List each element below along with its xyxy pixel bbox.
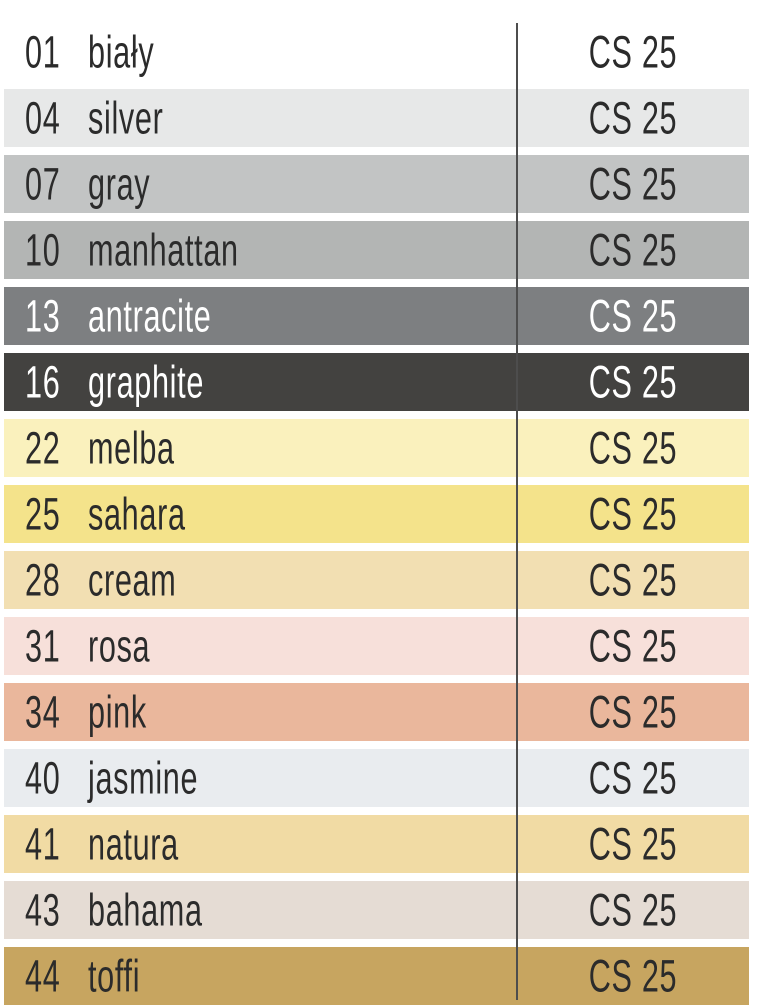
color-row: 07 gray CS 25 (4, 155, 749, 213)
color-row: 31 rosa CS 25 (4, 617, 749, 675)
collection-label: CS 25 (588, 554, 678, 606)
color-code: 01 (25, 26, 61, 78)
collection-label: CS 25 (588, 356, 678, 408)
color-name: silver (88, 92, 164, 144)
color-code: 25 (25, 488, 61, 540)
color-name: rosa (88, 620, 151, 672)
color-name: antracite (88, 290, 212, 342)
color-row: 01 biały CS 25 (4, 23, 749, 81)
collection-label: CS 25 (588, 884, 678, 936)
color-code: 22 (25, 422, 61, 474)
color-code: 40 (25, 752, 61, 804)
collection-label: CS 25 (588, 92, 678, 144)
color-name: manhattan (88, 224, 239, 276)
color-name: jasmine (88, 752, 199, 804)
color-row: 28 cream CS 25 (4, 551, 749, 609)
color-code: 13 (25, 290, 61, 342)
collection-label: CS 25 (588, 818, 678, 870)
color-row: 16 graphite CS 25 (4, 353, 749, 411)
color-name: graphite (88, 356, 205, 408)
color-name: gray (88, 158, 151, 210)
color-row: 34 pink CS 25 (4, 683, 749, 741)
color-code: 31 (25, 620, 61, 672)
color-name: sahara (88, 488, 186, 540)
color-row: 43 bahama CS 25 (4, 881, 749, 939)
collection-label: CS 25 (588, 620, 678, 672)
color-code: 16 (25, 356, 61, 408)
color-name: pink (88, 686, 147, 738)
color-name: melba (88, 422, 175, 474)
color-row: 25 sahara CS 25 (4, 485, 749, 543)
color-code: 41 (25, 818, 61, 870)
collection-label: CS 25 (588, 158, 678, 210)
column-divider (516, 23, 518, 1000)
color-code: 28 (25, 554, 61, 606)
color-name: bahama (88, 884, 203, 936)
color-code: 07 (25, 158, 61, 210)
color-code: 44 (25, 950, 61, 1002)
collection-label: CS 25 (588, 686, 678, 738)
color-name: biały (88, 26, 155, 78)
color-row: 44 toffi CS 25 (4, 947, 749, 1005)
color-row: 40 jasmine CS 25 (4, 749, 749, 807)
color-name: cream (88, 554, 177, 606)
collection-label: CS 25 (588, 290, 678, 342)
color-code: 10 (25, 224, 61, 276)
collection-label: CS 25 (588, 224, 678, 276)
color-row: 22 melba CS 25 (4, 419, 749, 477)
color-row: 04 silver CS 25 (4, 89, 749, 147)
color-row: 13 antracite CS 25 (4, 287, 749, 345)
color-row: 41 natura CS 25 (4, 815, 749, 873)
color-code: 04 (25, 92, 61, 144)
collection-label: CS 25 (588, 422, 678, 474)
color-name: natura (88, 818, 179, 870)
collection-label: CS 25 (588, 488, 678, 540)
collection-label: CS 25 (588, 950, 678, 1002)
collection-label: CS 25 (588, 752, 678, 804)
color-code: 34 (25, 686, 61, 738)
color-row: 10 manhattan CS 25 (4, 221, 749, 279)
color-name: toffi (88, 950, 141, 1002)
collection-label: CS 25 (588, 26, 678, 78)
color-code: 43 (25, 884, 61, 936)
